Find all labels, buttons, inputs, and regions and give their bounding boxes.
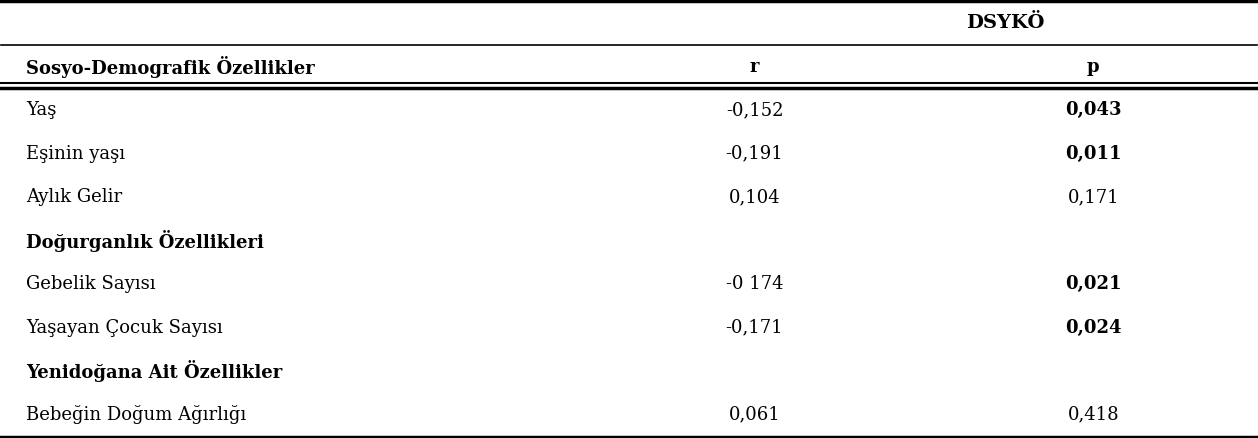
Text: Doğurganlık Özellikleri: Doğurganlık Özellikleri xyxy=(26,230,264,252)
Text: DSYKÖ: DSYKÖ xyxy=(966,14,1045,32)
Text: 0,061: 0,061 xyxy=(728,406,780,424)
Text: Eşinin yaşı: Eşinin yaşı xyxy=(26,145,126,162)
Text: r: r xyxy=(750,58,760,76)
Text: -0,152: -0,152 xyxy=(726,101,784,119)
Text: 0,171: 0,171 xyxy=(1068,188,1120,206)
Text: Yenidoğana Ait Özellikler: Yenidoğana Ait Özellikler xyxy=(26,360,283,382)
Text: 0,011: 0,011 xyxy=(1066,145,1122,162)
Text: p: p xyxy=(1087,58,1099,76)
Text: -0 174: -0 174 xyxy=(726,276,784,293)
Text: Aylık Gelir: Aylık Gelir xyxy=(26,188,122,206)
Text: Sosyo-Demografik Özellikler: Sosyo-Demografik Özellikler xyxy=(26,56,316,78)
Text: 0,418: 0,418 xyxy=(1068,406,1120,424)
Text: 0,043: 0,043 xyxy=(1066,101,1122,119)
Text: -0,171: -0,171 xyxy=(726,319,784,337)
Text: Bebeğin Doğum Ağırlığı: Bebeğin Doğum Ağırlığı xyxy=(26,405,247,424)
Text: Yaş: Yaş xyxy=(26,101,57,119)
Text: Gebelik Sayısı: Gebelik Sayısı xyxy=(26,276,156,293)
Text: Yaşayan Çocuk Sayısı: Yaşayan Çocuk Sayısı xyxy=(26,319,223,337)
Text: 0,024: 0,024 xyxy=(1066,319,1122,337)
Text: 0,104: 0,104 xyxy=(728,188,780,206)
Text: -0,191: -0,191 xyxy=(726,145,784,162)
Text: 0,021: 0,021 xyxy=(1066,276,1122,293)
